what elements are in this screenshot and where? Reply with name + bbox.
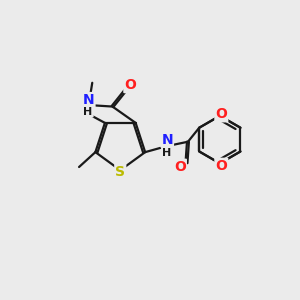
Text: S: S bbox=[115, 165, 125, 179]
Text: O: O bbox=[174, 160, 186, 174]
Text: H: H bbox=[162, 148, 171, 158]
Text: N: N bbox=[83, 93, 94, 107]
Text: N: N bbox=[161, 133, 173, 147]
Text: O: O bbox=[124, 78, 136, 92]
Text: O: O bbox=[215, 159, 227, 173]
Text: H: H bbox=[83, 106, 93, 117]
Text: O: O bbox=[215, 107, 227, 121]
